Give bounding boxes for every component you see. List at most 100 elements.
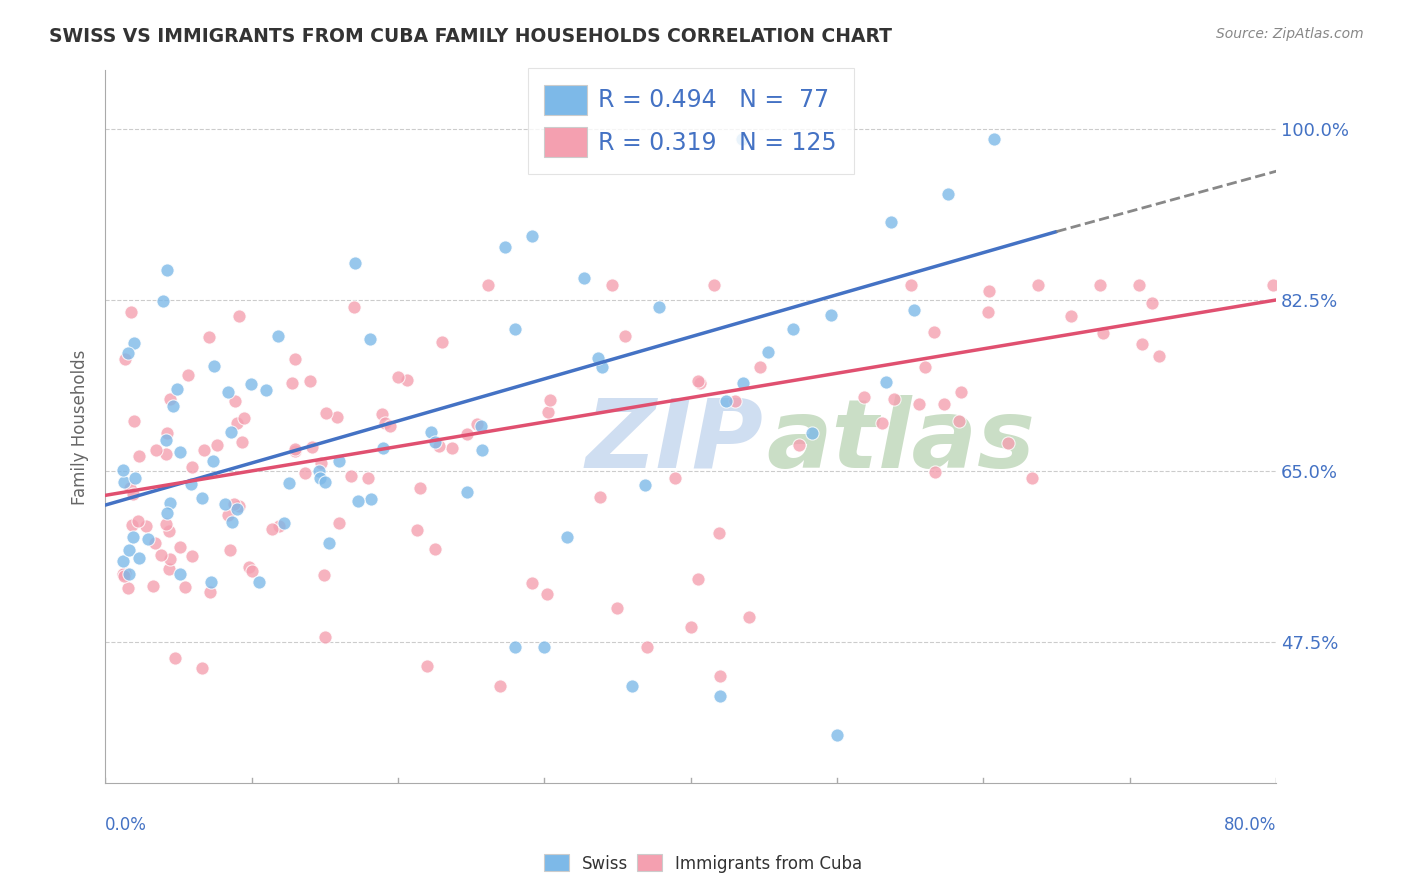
Point	[312, 568, 335, 582]
Point	[634, 477, 657, 491]
Text: SWISS VS IMMIGRANTS FROM CUBA FAMILY HOUSEHOLDS CORRELATION CHART: SWISS VS IMMIGRANTS FROM CUBA FAMILY HOU…	[49, 27, 893, 45]
Point	[427, 439, 450, 453]
Point	[489, 679, 512, 693]
Point	[880, 215, 903, 229]
Point	[572, 271, 595, 285]
Point	[114, 475, 136, 489]
Point	[883, 392, 905, 407]
Point	[709, 669, 731, 683]
Point	[1147, 349, 1170, 363]
Point	[374, 416, 396, 430]
Point	[225, 416, 247, 430]
Text: Source: ZipAtlas.com: Source: ZipAtlas.com	[1216, 27, 1364, 41]
Point	[689, 376, 711, 390]
Point	[477, 278, 499, 293]
Point	[533, 640, 555, 654]
Point	[325, 409, 347, 424]
Point	[714, 394, 737, 409]
Point	[280, 376, 302, 391]
Point	[1026, 278, 1049, 293]
Point	[314, 630, 336, 644]
Point	[118, 566, 141, 581]
Point	[114, 566, 136, 581]
Point	[191, 661, 214, 675]
Point	[155, 517, 177, 532]
Point	[217, 508, 239, 522]
Point	[688, 374, 710, 388]
Point	[273, 516, 295, 530]
Point	[309, 457, 332, 471]
Point	[284, 351, 307, 366]
Point	[169, 444, 191, 458]
Point	[166, 382, 188, 396]
Point	[218, 542, 240, 557]
Point	[903, 303, 925, 318]
Point	[731, 132, 754, 146]
Point	[932, 397, 955, 411]
Point	[266, 329, 288, 343]
Text: 0.0%: 0.0%	[105, 815, 148, 834]
Point	[378, 418, 401, 433]
Point	[122, 530, 145, 544]
Point	[922, 326, 945, 340]
Point	[294, 466, 316, 480]
Point	[948, 414, 970, 428]
Point	[122, 486, 145, 500]
Point	[621, 679, 644, 693]
Point	[1091, 326, 1114, 340]
Point	[1060, 310, 1083, 324]
Point	[117, 582, 139, 596]
Point	[555, 530, 578, 544]
Point	[614, 328, 637, 343]
Point	[423, 541, 446, 556]
Point	[159, 562, 181, 576]
Point	[136, 532, 159, 546]
Point	[328, 454, 350, 468]
Point	[1261, 278, 1284, 293]
Point	[117, 346, 139, 360]
Point	[202, 359, 225, 373]
Point	[456, 485, 478, 500]
Point	[142, 579, 165, 593]
Point	[284, 442, 307, 456]
Point	[703, 278, 725, 293]
Legend: R = 0.494   N =  77, R = 0.319   N = 125: R = 0.494 N = 77, R = 0.319 N = 125	[527, 68, 853, 174]
Point	[156, 507, 179, 521]
Point	[688, 572, 710, 586]
Text: atlas: atlas	[766, 395, 1036, 488]
Point	[152, 294, 174, 309]
Point	[201, 454, 224, 468]
Point	[801, 426, 824, 441]
Point	[111, 462, 134, 476]
Point	[122, 414, 145, 428]
Point	[536, 587, 558, 601]
Point	[181, 459, 204, 474]
Point	[387, 369, 409, 384]
Point	[205, 438, 228, 452]
Point	[636, 640, 658, 654]
Point	[724, 394, 747, 409]
Point	[914, 360, 936, 375]
Point	[238, 559, 260, 574]
Point	[589, 490, 612, 504]
Point	[907, 397, 929, 411]
Point	[156, 263, 179, 277]
Point	[120, 304, 142, 318]
Point	[606, 600, 628, 615]
Point	[198, 329, 221, 343]
Point	[520, 229, 543, 244]
Point	[221, 515, 243, 529]
Point	[143, 536, 166, 550]
Point	[231, 434, 253, 449]
Point	[342, 301, 364, 315]
Point	[128, 449, 150, 463]
Point	[228, 499, 250, 513]
Point	[520, 576, 543, 591]
Point	[470, 419, 492, 434]
Point	[586, 351, 609, 365]
Point	[1130, 337, 1153, 351]
Point	[983, 132, 1005, 146]
Point	[318, 536, 340, 550]
Point	[301, 440, 323, 454]
Point	[1140, 296, 1163, 310]
